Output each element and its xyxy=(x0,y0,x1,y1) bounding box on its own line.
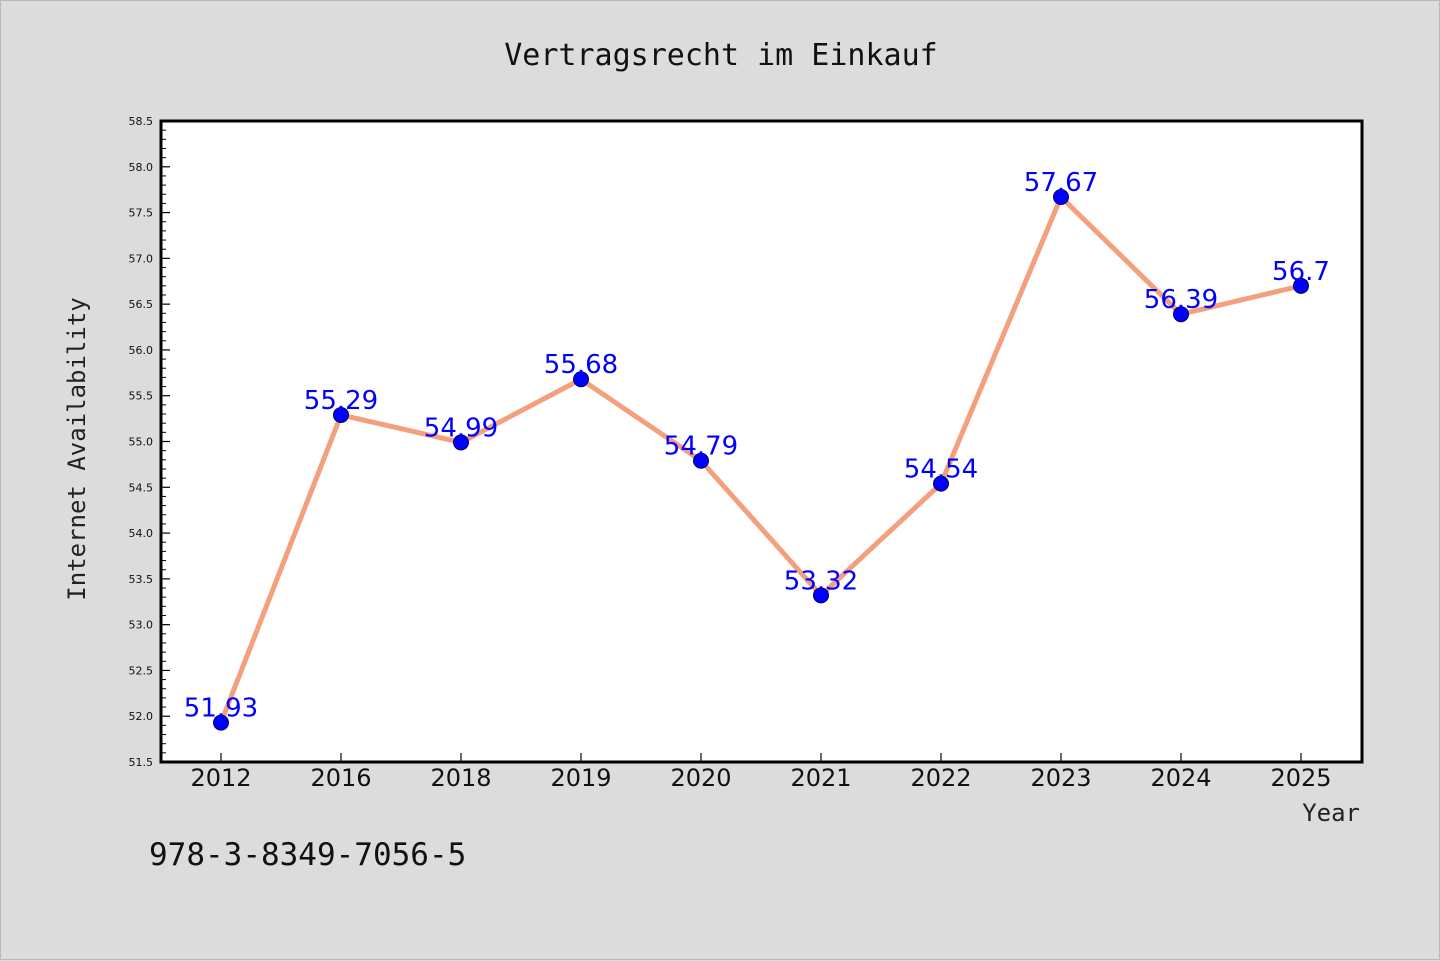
data-point xyxy=(213,714,229,731)
data-point xyxy=(693,452,709,469)
x-axis-title: Year xyxy=(1302,799,1360,827)
y-tick-label: 54.5 xyxy=(129,481,154,494)
data-label: 56.7 xyxy=(1272,257,1330,287)
y-tick-label: 58.5 xyxy=(129,115,154,128)
data-label: 53.32 xyxy=(784,566,858,596)
y-tick-label: 52.0 xyxy=(129,710,154,723)
data-markers xyxy=(213,189,1309,731)
x-tick-label: 2012 xyxy=(190,764,251,792)
data-label: 55.68 xyxy=(544,350,618,380)
y-tick-label: 56.5 xyxy=(129,298,154,311)
x-axis: 2012 2016 2018 2019 2020 2021 2022 2023 2024 2025 xyxy=(190,753,1332,792)
data-point xyxy=(573,371,589,388)
series-line-group xyxy=(218,194,1304,726)
x-tick-label: 2018 xyxy=(430,764,491,792)
data-point xyxy=(1173,306,1189,323)
data-label: 51.93 xyxy=(184,694,258,724)
y-tick-label: 57.0 xyxy=(129,252,154,265)
isbn-label: 978-3-8349-7056-5 xyxy=(149,837,466,873)
data-label: 54.54 xyxy=(904,455,978,485)
x-tick-label: 2024 xyxy=(1150,764,1211,792)
x-tick-label: 2023 xyxy=(1030,764,1091,792)
y-tick-label: 54.0 xyxy=(129,527,154,540)
data-labels: 51.93 55.29 54.99 55.68 54.79 53.32 54.54 57.67… xyxy=(184,168,1330,724)
y-tick-label: 51.5 xyxy=(129,756,154,769)
chart-title: Vertragsrecht im Einkauf xyxy=(504,38,937,73)
data-point xyxy=(1053,189,1069,206)
x-tick-label: 2021 xyxy=(790,764,851,792)
x-tick-label: 2025 xyxy=(1270,764,1331,792)
y-tick-label: 58.0 xyxy=(129,161,154,174)
y-tick-label: 56.0 xyxy=(129,344,154,357)
data-point xyxy=(333,406,349,423)
y-axis: 51.5 52.0 52.5 53.0 53.5 54.0 54.5 55.0 55.5 56.0… xyxy=(129,115,170,769)
data-label: 56.39 xyxy=(1144,285,1218,315)
data-point xyxy=(453,434,469,451)
data-label: 54.99 xyxy=(424,413,498,443)
data-label: 54.79 xyxy=(664,432,738,462)
x-tick-label: 2019 xyxy=(550,764,611,792)
data-label: 57.67 xyxy=(1024,168,1098,198)
data-point xyxy=(933,475,949,492)
x-tick-label: 2022 xyxy=(910,764,971,792)
y-tick-label: 53.5 xyxy=(129,573,154,586)
plot-area xyxy=(159,119,1364,764)
y-tick-label: 55.0 xyxy=(129,436,154,449)
series-line xyxy=(218,194,1304,726)
y-axis-title: Internet Availability xyxy=(63,297,91,600)
y-tick-label: 57.5 xyxy=(129,207,154,220)
data-point xyxy=(813,587,829,604)
x-tick-label: 2020 xyxy=(670,764,731,792)
x-tick-label: 2016 xyxy=(310,764,371,792)
data-label: 55.29 xyxy=(304,386,378,416)
data-point xyxy=(1293,277,1309,294)
y-tick-label: 53.0 xyxy=(129,619,154,632)
y-tick-label: 55.5 xyxy=(129,390,154,403)
y-tick-label: 52.5 xyxy=(129,664,154,677)
